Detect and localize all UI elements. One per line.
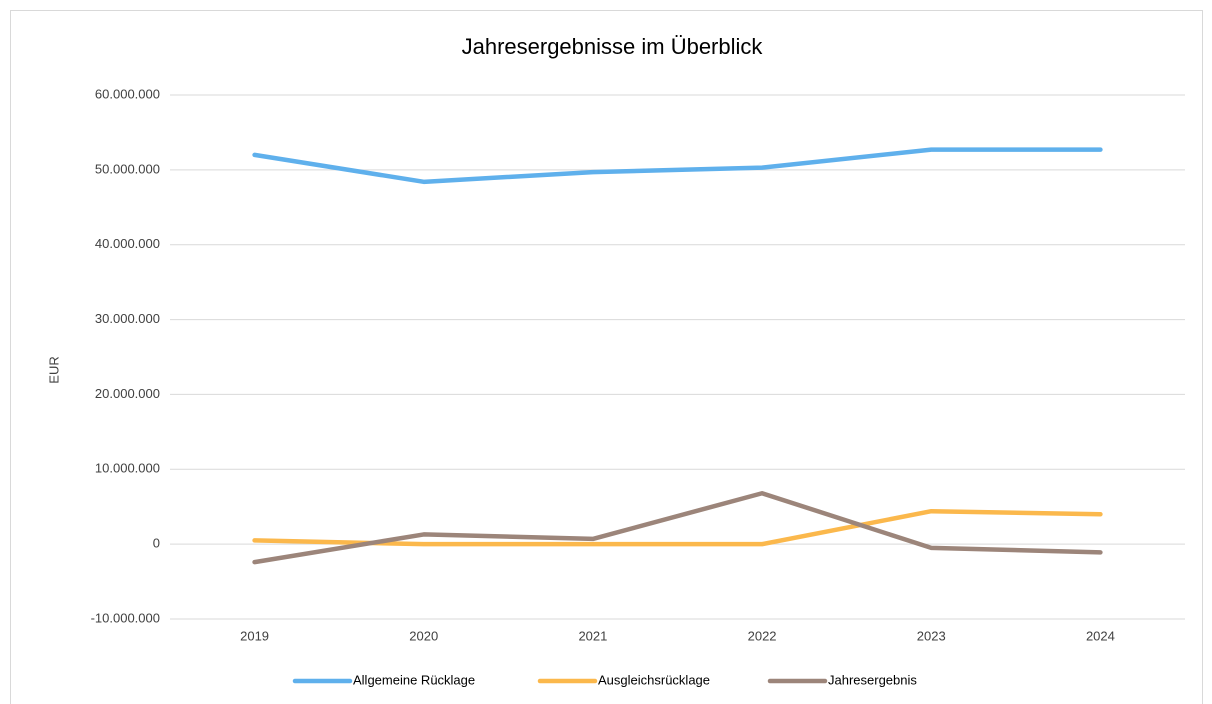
series-line <box>252 490 1103 565</box>
legend-label: Allgemeine Rücklage <box>353 672 475 687</box>
x-tick-label: 2019 <box>240 628 269 643</box>
legend-label: Jahresergebnis <box>828 672 917 687</box>
y-tick-label: 50.000.000 <box>95 161 160 176</box>
y-tick-label: 60.000.000 <box>95 86 160 101</box>
series-line <box>252 508 1103 547</box>
series-line <box>252 147 1103 185</box>
legend-label: Ausgleichsrücklage <box>598 672 710 687</box>
y-tick-label: 10.000.000 <box>95 461 160 476</box>
x-tick-label: 2024 <box>1086 628 1115 643</box>
x-tick-label: 2023 <box>917 628 946 643</box>
chart-title: Jahresergebnisse im Überblick <box>462 34 764 59</box>
y-tick-label: 20.000.000 <box>95 386 160 401</box>
y-tick-label: 40.000.000 <box>95 236 160 251</box>
y-axis-label: EUR <box>46 356 61 383</box>
x-tick-label: 2022 <box>748 628 777 643</box>
y-tick-label: -10.000.000 <box>91 610 160 625</box>
chart-frame <box>10 10 1203 704</box>
y-tick-label: 0 <box>153 536 160 551</box>
x-tick-label: 2020 <box>409 628 438 643</box>
y-tick-label: 30.000.000 <box>95 311 160 326</box>
x-tick-label: 2021 <box>578 628 607 643</box>
